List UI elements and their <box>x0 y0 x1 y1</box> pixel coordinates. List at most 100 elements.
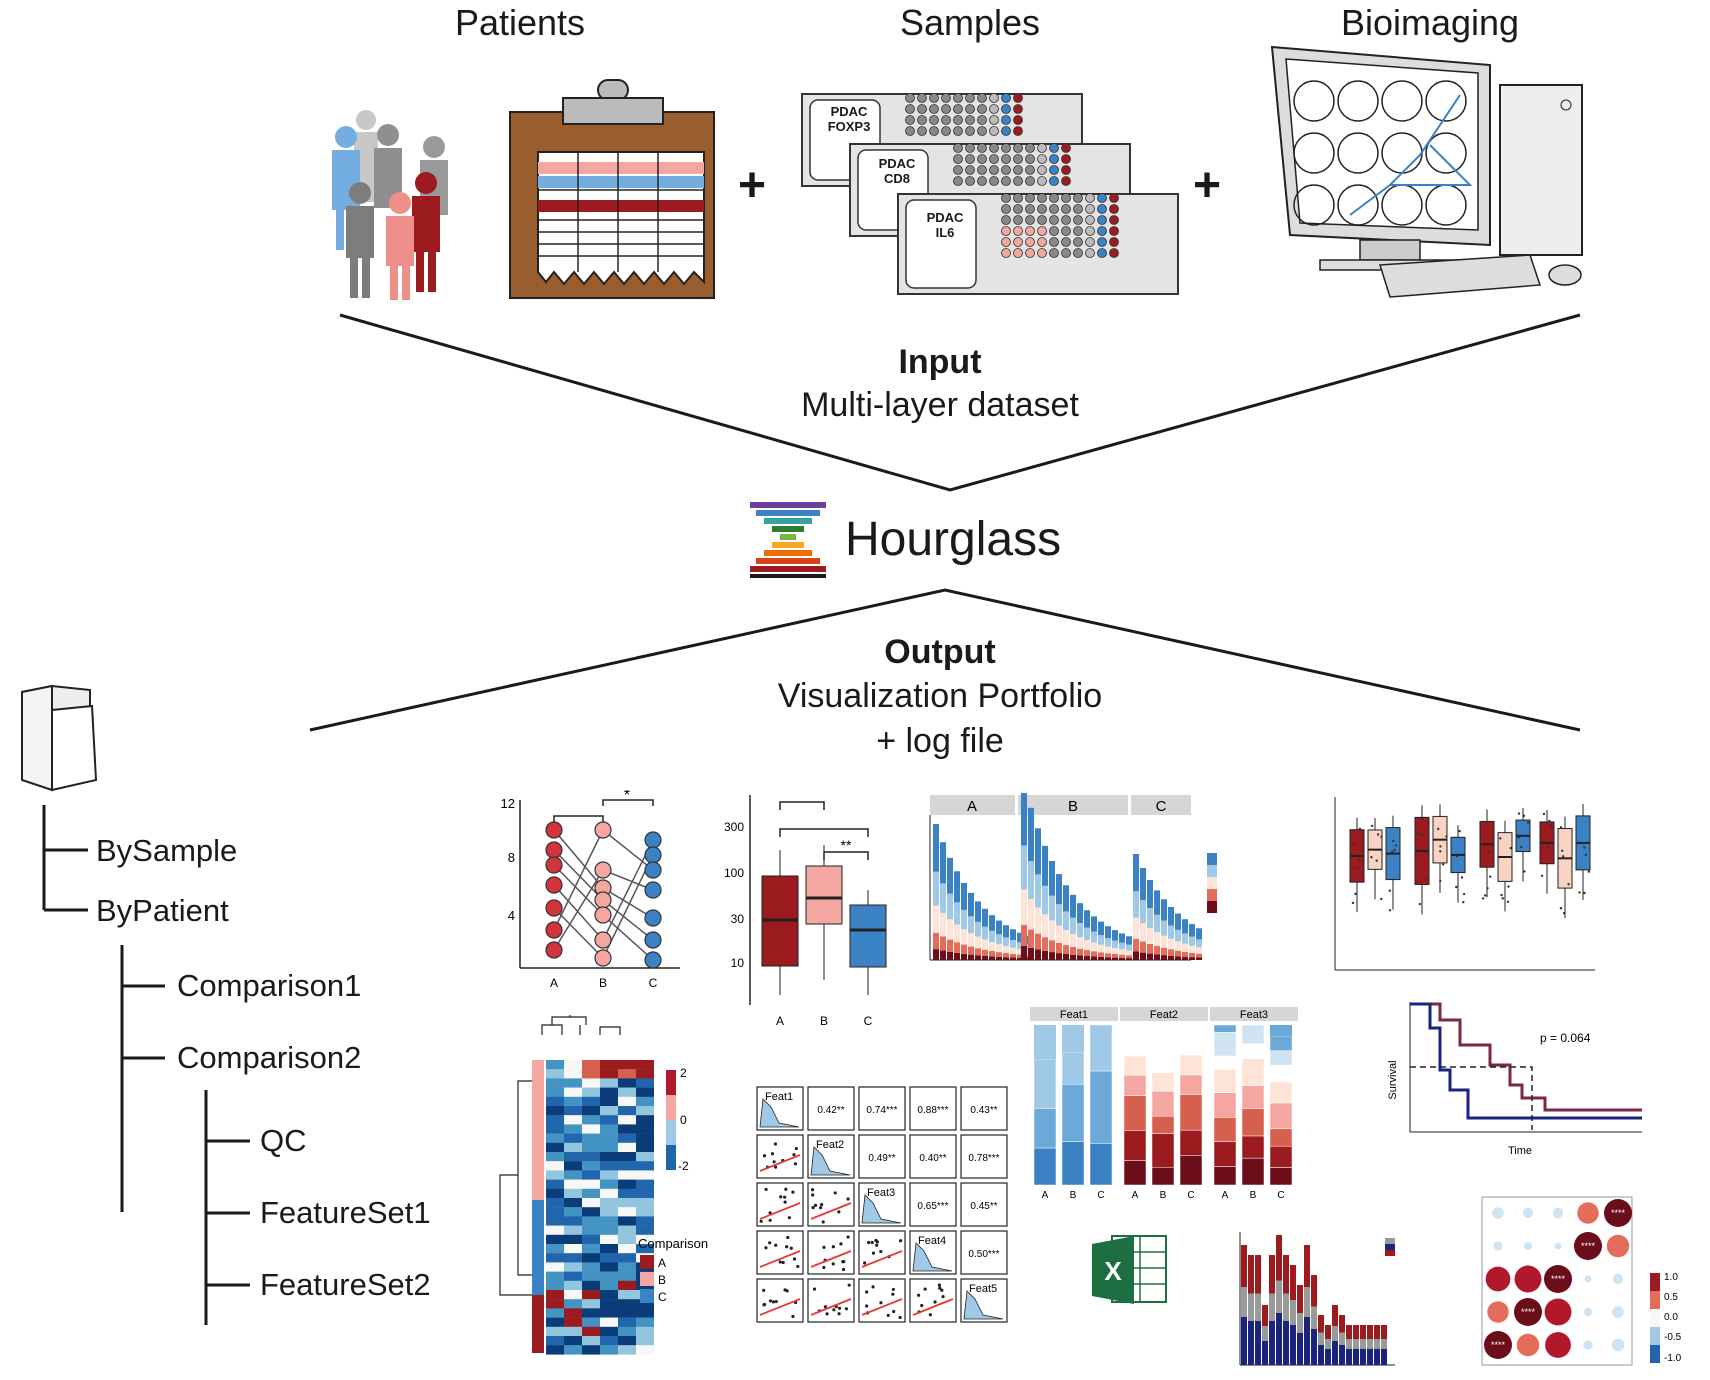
heatmap-cell <box>600 1336 618 1346</box>
facet-bar <box>1196 928 1202 940</box>
grouped-point <box>1583 891 1586 895</box>
pairs-point <box>779 1195 783 1199</box>
grouped-point <box>1484 894 1487 897</box>
pairs-point <box>837 1312 841 1316</box>
facet-bar <box>1021 793 1027 846</box>
pairs-point <box>813 1203 818 1207</box>
slide-dot <box>917 115 927 125</box>
heatmap-cell <box>618 1170 636 1180</box>
heatmap-cell <box>600 1244 618 1254</box>
heatmap-cell <box>582 1069 600 1079</box>
slide-2-label: PDAC CD8 <box>878 156 916 186</box>
pairs-cell <box>960 1230 1008 1275</box>
grouped-point <box>1391 850 1394 853</box>
grouped-point <box>1486 887 1489 890</box>
slide-dot <box>1013 176 1023 186</box>
heatmap-cell <box>546 1326 564 1337</box>
paired-dot <box>545 821 563 839</box>
slide-dot <box>1097 215 1107 225</box>
count-bar <box>1381 1349 1387 1365</box>
slide-dot <box>953 93 963 103</box>
facet-bar <box>1056 942 1062 954</box>
slide-dot <box>1013 204 1023 214</box>
box-b <box>805 845 843 980</box>
slide-dot <box>1001 176 1011 186</box>
pairs-point <box>796 1264 800 1269</box>
corr-dot <box>1485 1266 1511 1292</box>
slide-dot <box>977 143 987 153</box>
slide-dot <box>917 93 927 103</box>
facet-bar <box>996 952 1002 957</box>
stacked-facet-1: Feat1 <box>1060 1009 1088 1021</box>
count-bar <box>1339 1345 1345 1365</box>
samples-label: Samples <box>899 2 1041 43</box>
facet-bar <box>940 883 946 913</box>
pairs-fit <box>810 1298 852 1316</box>
heatmap-cell <box>600 1345 618 1355</box>
facet-bar <box>1105 953 1111 958</box>
grouped-point <box>1520 845 1523 849</box>
corr-scale-05: 0.5 <box>1664 1292 1678 1303</box>
cell-well <box>1337 132 1379 174</box>
facet-bar <box>975 936 981 949</box>
pairs-point <box>874 1238 878 1243</box>
facet-bar <box>1003 957 1009 960</box>
slide-dot <box>965 126 975 136</box>
pairs-point <box>764 1246 768 1250</box>
pairs-feature-label: Feat4 <box>918 1235 946 1247</box>
slide-dot <box>1013 165 1023 175</box>
slide-dot <box>1061 154 1071 164</box>
count-bar <box>1325 1349 1331 1365</box>
facet-bar <box>1028 807 1034 862</box>
pairs-point <box>846 1197 850 1201</box>
heatmap-cell <box>618 1290 636 1300</box>
facet-bar <box>982 955 988 960</box>
facet-bar <box>1147 944 1153 954</box>
output-line2: + log file <box>876 722 1004 760</box>
pairs-point <box>762 1288 766 1292</box>
grouped-point <box>1559 907 1563 910</box>
slide-dot <box>929 126 939 136</box>
facet-bar <box>1084 927 1090 941</box>
plus-sign-2: + <box>1193 159 1222 212</box>
heatmap-cell <box>582 1280 600 1291</box>
slide-dot <box>1037 237 1047 247</box>
corr-dot <box>1606 1234 1630 1258</box>
output-line1: Visualization Portfolio <box>777 677 1103 715</box>
heatmap-cell <box>546 1078 564 1088</box>
heatmap-cell <box>582 1290 600 1300</box>
stacked-segment <box>1061 1141 1085 1186</box>
facet-bar <box>982 939 988 950</box>
facet-bar <box>1168 938 1174 950</box>
facet-bar <box>1035 907 1041 934</box>
paired-dot <box>545 876 563 894</box>
heatmap-cell <box>582 1299 600 1309</box>
grouped-point <box>1394 844 1398 847</box>
stacked-segment <box>1033 1147 1057 1186</box>
slide-dot <box>1073 226 1083 236</box>
corr-dot <box>1611 1338 1625 1352</box>
paired-xtick-a: A <box>550 976 558 990</box>
heatmap-cell <box>600 1152 618 1162</box>
pairs-point <box>825 1312 829 1316</box>
grouped-point <box>1582 842 1585 845</box>
slide-dot <box>1001 193 1011 203</box>
facet-bar <box>1056 953 1062 960</box>
survival-ylabel: Survival <box>1387 1060 1399 1099</box>
pairs-point <box>846 1235 850 1239</box>
pairs-cell <box>858 1134 906 1179</box>
facet-bar <box>1028 861 1034 900</box>
pairs-point <box>841 1267 846 1272</box>
grouped-point <box>1421 833 1424 836</box>
slide-dot <box>1025 204 1035 214</box>
facet-bar <box>961 944 967 954</box>
heatmap-cell <box>618 1198 636 1208</box>
facet-bar <box>1147 953 1153 960</box>
heatmap-cell <box>600 1290 618 1300</box>
survival-pvalue: p = 0.064 <box>1540 1031 1591 1045</box>
pairs-density <box>810 1146 851 1176</box>
facet-bar <box>1189 924 1195 937</box>
heatmap-cell <box>582 1133 600 1143</box>
heatmap-cell <box>636 1198 654 1208</box>
facet-bar <box>1077 955 1083 960</box>
